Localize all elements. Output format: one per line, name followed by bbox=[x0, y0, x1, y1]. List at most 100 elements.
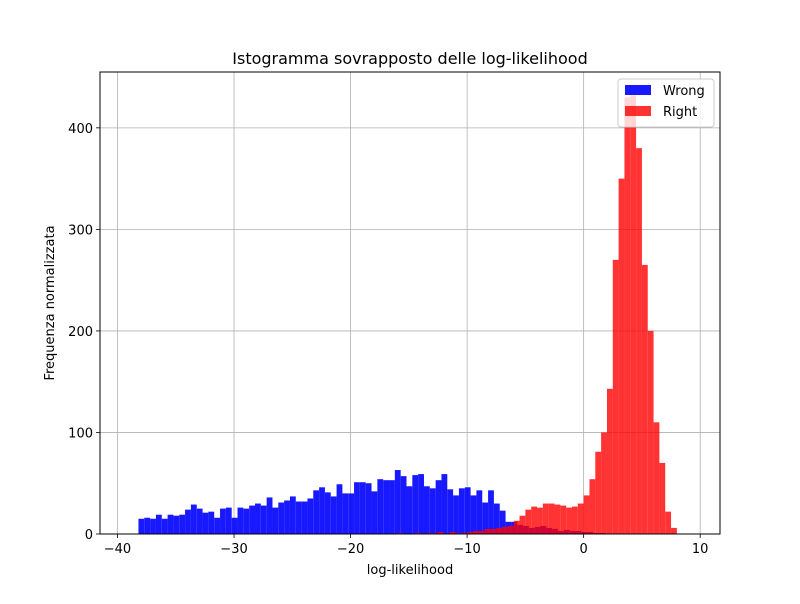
bar-right bbox=[525, 509, 532, 534]
bar-right bbox=[577, 503, 584, 534]
bar-right bbox=[624, 97, 631, 534]
bar-right bbox=[397, 532, 404, 534]
bar-right bbox=[571, 506, 578, 534]
bar-right bbox=[449, 531, 456, 534]
bar-wrong bbox=[348, 493, 355, 534]
y-tick-label: 200 bbox=[68, 325, 93, 340]
y-axis-ticks: 0 100 200 300 400 bbox=[68, 122, 100, 543]
y-tick-label: 400 bbox=[68, 122, 93, 137]
bar-right bbox=[606, 388, 613, 534]
bar-wrong bbox=[307, 498, 314, 534]
bar-wrong bbox=[243, 508, 250, 534]
bar-wrong bbox=[284, 500, 290, 534]
bar-right bbox=[566, 507, 572, 534]
bar-right bbox=[531, 506, 538, 534]
bar-wrong bbox=[255, 503, 261, 534]
bar-wrong bbox=[155, 514, 162, 534]
bar-right bbox=[414, 532, 421, 534]
chart-title: Istogramma sovrapposto delle log-likelih… bbox=[232, 49, 587, 68]
legend-swatch-wrong bbox=[625, 85, 651, 95]
bar-wrong bbox=[354, 482, 360, 534]
bar-wrong bbox=[470, 495, 477, 534]
legend-label-right: Right bbox=[663, 105, 697, 120]
bar-wrong bbox=[429, 488, 436, 534]
x-tick-label: −40 bbox=[104, 542, 131, 557]
bar-wrong bbox=[389, 480, 395, 534]
bar-wrong bbox=[319, 487, 325, 534]
bar-wrong bbox=[423, 486, 430, 534]
bar-right bbox=[472, 530, 479, 534]
bar-wrong bbox=[138, 518, 145, 534]
legend-swatch-right bbox=[625, 106, 651, 116]
bar-wrong bbox=[447, 489, 454, 534]
x-tick-label: −30 bbox=[220, 542, 247, 557]
bar-right bbox=[583, 495, 590, 534]
bar-right bbox=[467, 531, 473, 534]
x-tick-label: −20 bbox=[337, 542, 364, 557]
bar-right bbox=[537, 507, 543, 534]
bar-right bbox=[478, 530, 485, 534]
bar-wrong bbox=[330, 496, 337, 534]
bar-wrong bbox=[202, 512, 209, 534]
bar-right bbox=[630, 95, 637, 534]
bar-wrong bbox=[225, 507, 232, 534]
legend-label-wrong: Wrong bbox=[663, 84, 705, 99]
bar-wrong bbox=[383, 480, 390, 534]
bar-right bbox=[636, 148, 642, 534]
bar-wrong bbox=[150, 518, 156, 534]
x-axis-ticks: −40 −30 −20 −10 0 10 bbox=[104, 534, 708, 557]
bar-right bbox=[502, 526, 508, 534]
bar-right bbox=[641, 264, 648, 534]
y-axis-label: Frequenza normalizzata bbox=[43, 225, 58, 380]
bar-wrong bbox=[208, 511, 215, 534]
bar-wrong bbox=[441, 474, 448, 534]
bar-wrong bbox=[324, 492, 331, 534]
bar-wrong bbox=[179, 514, 186, 534]
bar-wrong bbox=[412, 475, 419, 534]
bar-wrong bbox=[295, 501, 302, 534]
bar-wrong bbox=[185, 509, 191, 534]
bar-right bbox=[461, 532, 468, 534]
bar-wrong bbox=[167, 514, 174, 534]
bar-wrong bbox=[476, 490, 483, 534]
bar-wrong bbox=[493, 503, 500, 534]
x-axis-label: log-likelihood bbox=[367, 563, 453, 578]
bar-wrong bbox=[453, 495, 459, 534]
bar-wrong bbox=[336, 484, 343, 534]
bar-wrong bbox=[190, 504, 197, 534]
bar-right bbox=[548, 503, 555, 534]
bar-right bbox=[432, 532, 438, 534]
bar-wrong bbox=[377, 479, 384, 534]
bar-right bbox=[659, 462, 666, 534]
bar-wrong bbox=[400, 476, 407, 534]
bar-wrong bbox=[196, 508, 203, 534]
bar-wrong bbox=[406, 486, 413, 534]
bar-right bbox=[653, 422, 660, 534]
bar-right bbox=[647, 330, 654, 534]
bar-right bbox=[490, 528, 497, 534]
bar-wrong bbox=[272, 507, 279, 534]
bar-wrong bbox=[394, 470, 401, 534]
bar-wrong bbox=[482, 502, 489, 534]
bar-wrong bbox=[249, 505, 255, 534]
plot-frame bbox=[99, 71, 721, 535]
bar-wrong bbox=[289, 496, 296, 534]
bar-wrong bbox=[161, 518, 168, 534]
bar-wrong bbox=[144, 517, 151, 534]
bar-right bbox=[595, 451, 602, 534]
bar-right bbox=[437, 531, 444, 534]
bar-wrong bbox=[342, 493, 349, 534]
bar-right bbox=[618, 178, 625, 534]
bar-wrong bbox=[260, 505, 267, 534]
bar-wrong bbox=[371, 491, 378, 534]
bar-wrong bbox=[214, 517, 221, 534]
y-tick-label: 0 bbox=[85, 528, 93, 543]
series-right-bars bbox=[397, 95, 677, 534]
x-tick-label: 0 bbox=[580, 542, 588, 557]
bar-wrong bbox=[231, 517, 238, 534]
bar-wrong bbox=[220, 508, 226, 534]
bar-wrong bbox=[301, 501, 308, 534]
x-tick-label: −10 bbox=[453, 542, 480, 557]
bar-wrong bbox=[365, 483, 372, 534]
